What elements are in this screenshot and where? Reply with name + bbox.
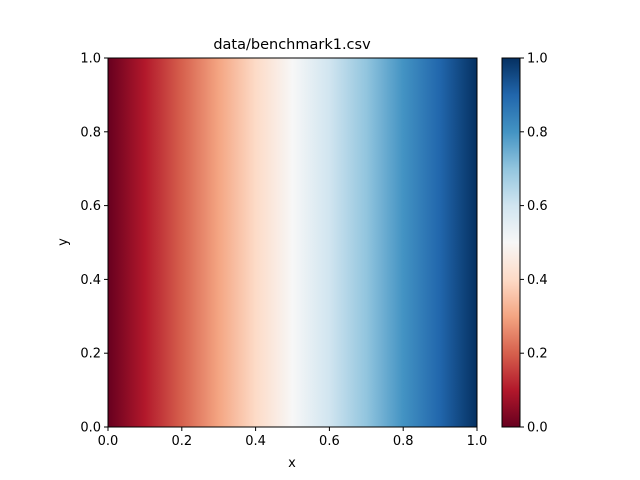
x-tick-label: 0.2 <box>171 434 192 449</box>
y-tick-label: 1.0 <box>80 52 101 67</box>
y-tick-label: 0.2 <box>80 347 101 362</box>
y-tick-label: 0.4 <box>80 273 101 288</box>
x-tick-label: 0.0 <box>98 434 119 449</box>
colorbar-ticks: 0.0 0.2 0.4 0.6 0.8 1.0 <box>520 52 548 436</box>
x-tick-label: 0.4 <box>245 434 266 449</box>
y-tick-label: 0.0 <box>80 421 101 436</box>
x-tick-label: 0.6 <box>319 434 340 449</box>
colorbar-tick-label: 0.8 <box>527 125 548 140</box>
y-axis-label: y <box>56 238 71 246</box>
plot-area: 0.0 0.2 0.4 0.6 0.8 1.0 0.0 0.2 0.4 0.6 0.8 1.0 <box>80 52 487 450</box>
colorbar-tick-label: 0.6 <box>527 199 548 214</box>
chart-title: data/benchmark1.csv <box>213 37 371 53</box>
y-tick-label: 0.8 <box>80 125 101 140</box>
colorbar-frame <box>501 57 521 428</box>
colorbar-tick-label: 0.2 <box>527 347 548 362</box>
x-axis-label: x <box>288 456 296 471</box>
colorbar-tick-label: 0.4 <box>527 273 548 288</box>
y-axis-ticks: 0.0 0.2 0.4 0.6 0.8 1.0 <box>80 52 108 436</box>
y-tick-label: 0.6 <box>80 199 101 214</box>
x-tick-label: 1.0 <box>467 434 488 449</box>
colorbar-gradient <box>502 58 520 427</box>
colorbar: 0.0 0.2 0.4 0.6 0.8 1.0 <box>501 52 548 436</box>
x-tick-label: 0.8 <box>393 434 414 449</box>
heatmap-field <box>108 58 477 427</box>
x-axis-ticks: 0.0 0.2 0.4 0.6 0.8 1.0 <box>98 427 488 449</box>
colorbar-tick-label: 1.0 <box>527 52 548 67</box>
colorbar-tick-label: 0.0 <box>527 421 548 436</box>
plot-frame <box>107 57 478 428</box>
